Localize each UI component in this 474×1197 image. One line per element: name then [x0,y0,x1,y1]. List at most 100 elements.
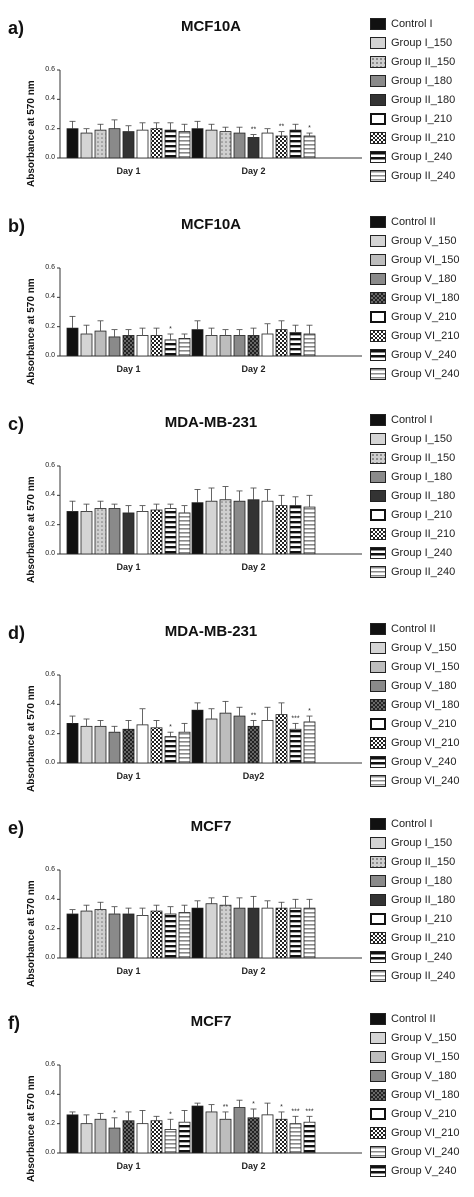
bar [94,1118,107,1154]
legend-label: Group I_210 [391,913,453,925]
legend-item: Group II_180 [370,488,455,504]
legend-swatch [370,414,386,426]
legend-swatch [370,94,386,106]
legend-swatch [370,56,386,68]
legend-label: Group VI_210 [391,737,460,749]
bar [275,1118,288,1154]
y-tick-label: 0.0 [45,759,55,766]
legend-swatch [370,18,386,30]
significance-marker: *** [305,1108,313,1115]
y-tick-label: 0.6 [45,462,55,469]
bar [178,337,191,357]
y-tick-label: 0.0 [45,352,55,359]
bar [219,1118,232,1154]
y-tick-label: 0.4 [45,95,55,103]
legend-swatch [370,170,386,182]
legend-label: Group V_210 [391,718,457,730]
y-tick-label: 0.4 [45,293,55,301]
bar [136,511,149,555]
legend-swatch [370,151,386,163]
legend-item: Group V_210 [370,309,456,325]
chart-title: MDA-MB-231 [164,414,258,431]
legend-label: Control II [391,1013,436,1025]
bar [136,724,149,764]
bar [150,128,163,159]
bar [303,135,316,159]
bar [191,709,204,764]
legend-swatch [370,509,386,521]
legend-swatch [370,699,386,711]
legend-label: Group V_150 [391,642,457,654]
legend-swatch [370,1032,386,1044]
y-tick-label: 0.2 [45,924,55,932]
legend-label: Group VI_240 [391,1146,460,1158]
legend-label: Group I_180 [391,875,453,887]
legend-swatch [370,566,386,578]
legend-item: Control I [370,816,433,832]
bar [136,1123,149,1154]
chart-title: MCF10A [180,216,241,233]
bar [233,500,246,555]
x-tick-label: Day 2 [241,166,266,176]
legend-swatch [370,680,386,692]
legend-item: Group V_180 [370,1068,456,1084]
bar [303,907,316,959]
bar [122,131,135,159]
bar [303,721,316,764]
legend-item: Group V_180 [370,678,456,694]
panel-label: e) [8,818,25,838]
bar [150,727,163,764]
legend-item: Group VI_240 [370,366,460,382]
legend-swatch [370,1013,386,1025]
legend-label: Group I_180 [391,75,453,87]
bar [219,131,232,159]
x-tick-label: Day 1 [116,166,141,176]
x-tick-label: Day 2 [241,1161,266,1171]
bar [289,907,302,959]
plot-area: *** **** [57,674,362,764]
legend-swatch [370,642,386,654]
legend-label: Group II_180 [391,490,456,502]
legend-item: Group I_150 [370,431,452,447]
y-tick-label: 0.6 [45,866,55,873]
legend-item: Group II_180 [370,92,455,108]
bar [233,715,246,764]
legend-item: Group II_240 [370,968,455,984]
plot-area: * [57,267,362,357]
legend-swatch [370,1089,386,1101]
bar [275,135,288,159]
y-tick-label: 0.2 [45,520,55,528]
y-tick-label: 0.4 [45,491,55,499]
x-tick-label: Day2 [242,771,265,781]
legend-label: Group I_150 [391,433,453,445]
chart-title: MCF7 [190,818,232,835]
legend-item: Control I [370,412,433,428]
legend-label: Group II_210 [391,932,456,944]
bar [94,508,107,555]
bar [136,129,149,159]
chart-panel: e) MCF7 Absorbance at 570 nm 0.0 0.2 0.4 0.6 Da… [0,800,474,998]
legend-item: Group V_150 [370,1030,456,1046]
bar [275,907,288,959]
y-tick-label: 0.6 [45,66,55,73]
bar [164,339,177,357]
legend-swatch [370,254,386,266]
y-tick-label: 0.2 [45,1119,55,1127]
bar [205,718,218,764]
bar [80,1123,93,1154]
bar [66,128,79,159]
x-tick-label: Day 2 [241,562,266,572]
legend-label: Group I_210 [391,113,453,125]
bar [178,731,191,764]
bar [191,1105,204,1154]
bar [164,1129,177,1154]
legend-label: Group V_210 [391,1108,457,1120]
legend-swatch [370,330,386,342]
bar [233,907,246,959]
legend-swatch [370,913,386,925]
legend-label: Group VI_150 [391,254,460,266]
bar [80,333,93,357]
legend-item: Group I_180 [370,469,452,485]
bar [247,499,260,555]
bar [191,907,204,959]
